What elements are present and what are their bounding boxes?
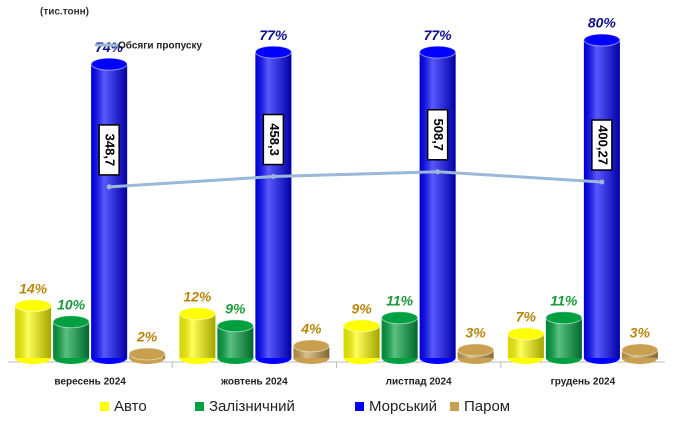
line-label: 400,27 [595,125,610,165]
data-label: 74% [95,39,124,55]
label-box [591,119,613,171]
cylinder [178,307,216,364]
cylinder-shade [545,317,582,358]
cylinder [254,45,292,364]
data-label: 80% [588,15,617,31]
cylinder [14,299,52,364]
cylinder [419,45,457,364]
cylinder-shade [419,52,456,358]
x-tick-label: жовтень 2024 [220,377,288,388]
cylinder-top [52,315,90,329]
cylinder [216,319,254,364]
data-label: 2% [136,329,158,345]
data-label: 12% [183,288,212,304]
data-label: 77% [259,27,288,43]
cylinder [545,311,583,364]
x-tick-label: вересень 2024 [54,377,126,388]
cylinder-top [216,319,254,333]
line-label: 348,7 [103,134,118,167]
cylinder-shade [179,313,216,358]
cylinder-top [583,33,621,47]
subtitle: (тис.тонн) [40,7,89,18]
cylinder [292,339,330,364]
line-point [270,174,276,180]
cylinder [621,343,659,364]
cylinder-top [343,319,381,333]
legend-label: Залізничний [209,398,295,415]
data-label: 11% [550,292,578,308]
cylinder-shade [381,317,418,358]
legend-swatch [355,402,364,411]
cylinder-top [381,311,419,325]
x-tick-label: листпад 2024 [386,377,452,388]
cylinder [128,347,166,364]
data-label: 14% [19,280,48,296]
cylinder-top [621,343,659,357]
cylinder [583,33,621,364]
cylinder [381,311,419,364]
legend-swatch [195,402,204,411]
cylinder [90,57,128,364]
cylinder [343,319,381,364]
legend-swatch [100,402,109,411]
cylinder-shade [91,64,128,359]
data-label: 3% [630,325,651,341]
data-label: 3% [466,325,487,341]
cylinder-top [90,57,128,71]
label-box [426,109,449,161]
cylinder-top [419,45,457,59]
cylinder-top [545,311,583,325]
cylinder-top [507,327,545,341]
legend-swatch [450,402,459,411]
data-label: 11% [386,292,414,308]
data-label: 9% [352,300,373,316]
label-box [262,113,285,166]
legend-label: Морський [369,398,437,415]
line-label: 458,3 [267,123,282,156]
legend-label: Паром [464,398,510,415]
data-label: 10% [57,296,86,312]
cylinder-top [292,339,330,353]
legend-label: Авто [114,398,147,415]
cylinder-top [14,299,52,313]
cylinder-top [457,343,495,357]
legend-label: Обсяги пропуску [118,40,202,52]
line-point [435,169,441,175]
data-label: 7% [516,309,537,325]
cylinder-shade [255,52,292,358]
cylinder [457,343,495,364]
cylinder-shade [583,40,620,358]
line-point [599,179,605,185]
data-label: 9% [225,300,246,316]
cylinder [52,315,90,364]
line [109,170,602,189]
cylinder [507,327,545,364]
cylinder-shade [15,305,52,358]
data-label: 77% [424,27,453,43]
line-point [106,184,112,190]
label-box [98,124,120,176]
cylinder-top [254,45,292,59]
cylinder-top [178,307,216,321]
line-label: 508,7 [431,118,446,151]
data-label: 4% [300,321,322,337]
x-tick-label: грудень 2024 [551,377,616,388]
cylinder-top [128,347,166,361]
